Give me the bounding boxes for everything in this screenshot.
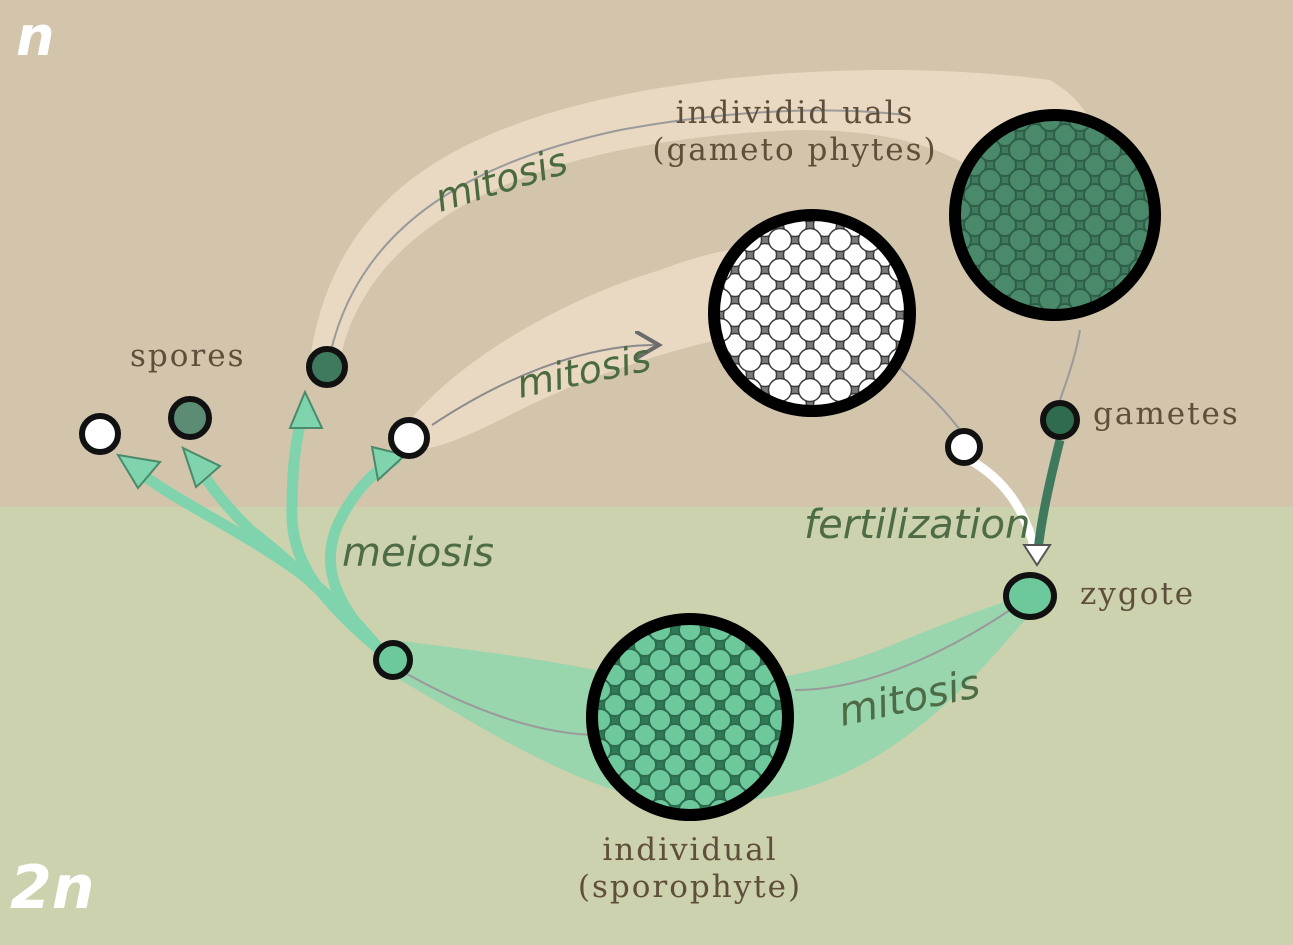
gametophytes-text: (gameto phytes) bbox=[652, 132, 938, 169]
fertilization-arrowhead bbox=[1022, 544, 1052, 567]
sporocyte-icon bbox=[373, 640, 413, 680]
spore-white-right-icon bbox=[388, 417, 430, 459]
sporophyte-label: individual (sporophyte) bbox=[560, 832, 820, 906]
fertilization-arrow-dark bbox=[1033, 438, 1065, 551]
sporophyte-icon bbox=[586, 613, 794, 821]
lower-arrow-line bbox=[399, 669, 601, 736]
individuals-label: individid uals (gameto phytes) bbox=[640, 95, 950, 169]
gametes-label: gametes bbox=[1093, 396, 1240, 432]
meiosis-arrows bbox=[124, 399, 401, 656]
lower-arrow-line-right bbox=[794, 609, 1011, 691]
zygote-icon bbox=[1003, 572, 1057, 620]
individual-text: individual bbox=[602, 832, 778, 868]
meiosis-label: meiosis bbox=[342, 530, 494, 576]
dark-to-gamete-line bbox=[1059, 329, 1081, 401]
fertilization-arrow-white bbox=[967, 456, 1040, 552]
sporophyte-text: (sporophyte) bbox=[577, 869, 803, 906]
middle-arrow-line bbox=[431, 345, 655, 426]
gamete-dark-icon bbox=[1040, 400, 1080, 440]
individuals-text: individid uals bbox=[675, 95, 915, 131]
fertilization-label: fertilization bbox=[804, 502, 1030, 548]
spore-dark-icon bbox=[306, 346, 348, 388]
gamete-white-icon bbox=[945, 428, 983, 466]
zygote-label: zygote bbox=[1080, 576, 1196, 612]
diploid-label: 2n bbox=[10, 853, 95, 923]
spores-label: spores bbox=[130, 338, 246, 374]
haploid-label: n bbox=[16, 5, 55, 68]
white-gametophyte-icon bbox=[708, 209, 916, 417]
meiosis-arrowheads bbox=[116, 389, 408, 490]
dark-gametophyte-icon bbox=[949, 109, 1161, 321]
spore-grey-icon bbox=[168, 396, 212, 440]
upper-arrow-line bbox=[329, 109, 906, 356]
spore-white-left-icon bbox=[79, 413, 121, 455]
middle-mitosis-band bbox=[410, 247, 770, 450]
upper-mitosis-band bbox=[310, 70, 1097, 360]
